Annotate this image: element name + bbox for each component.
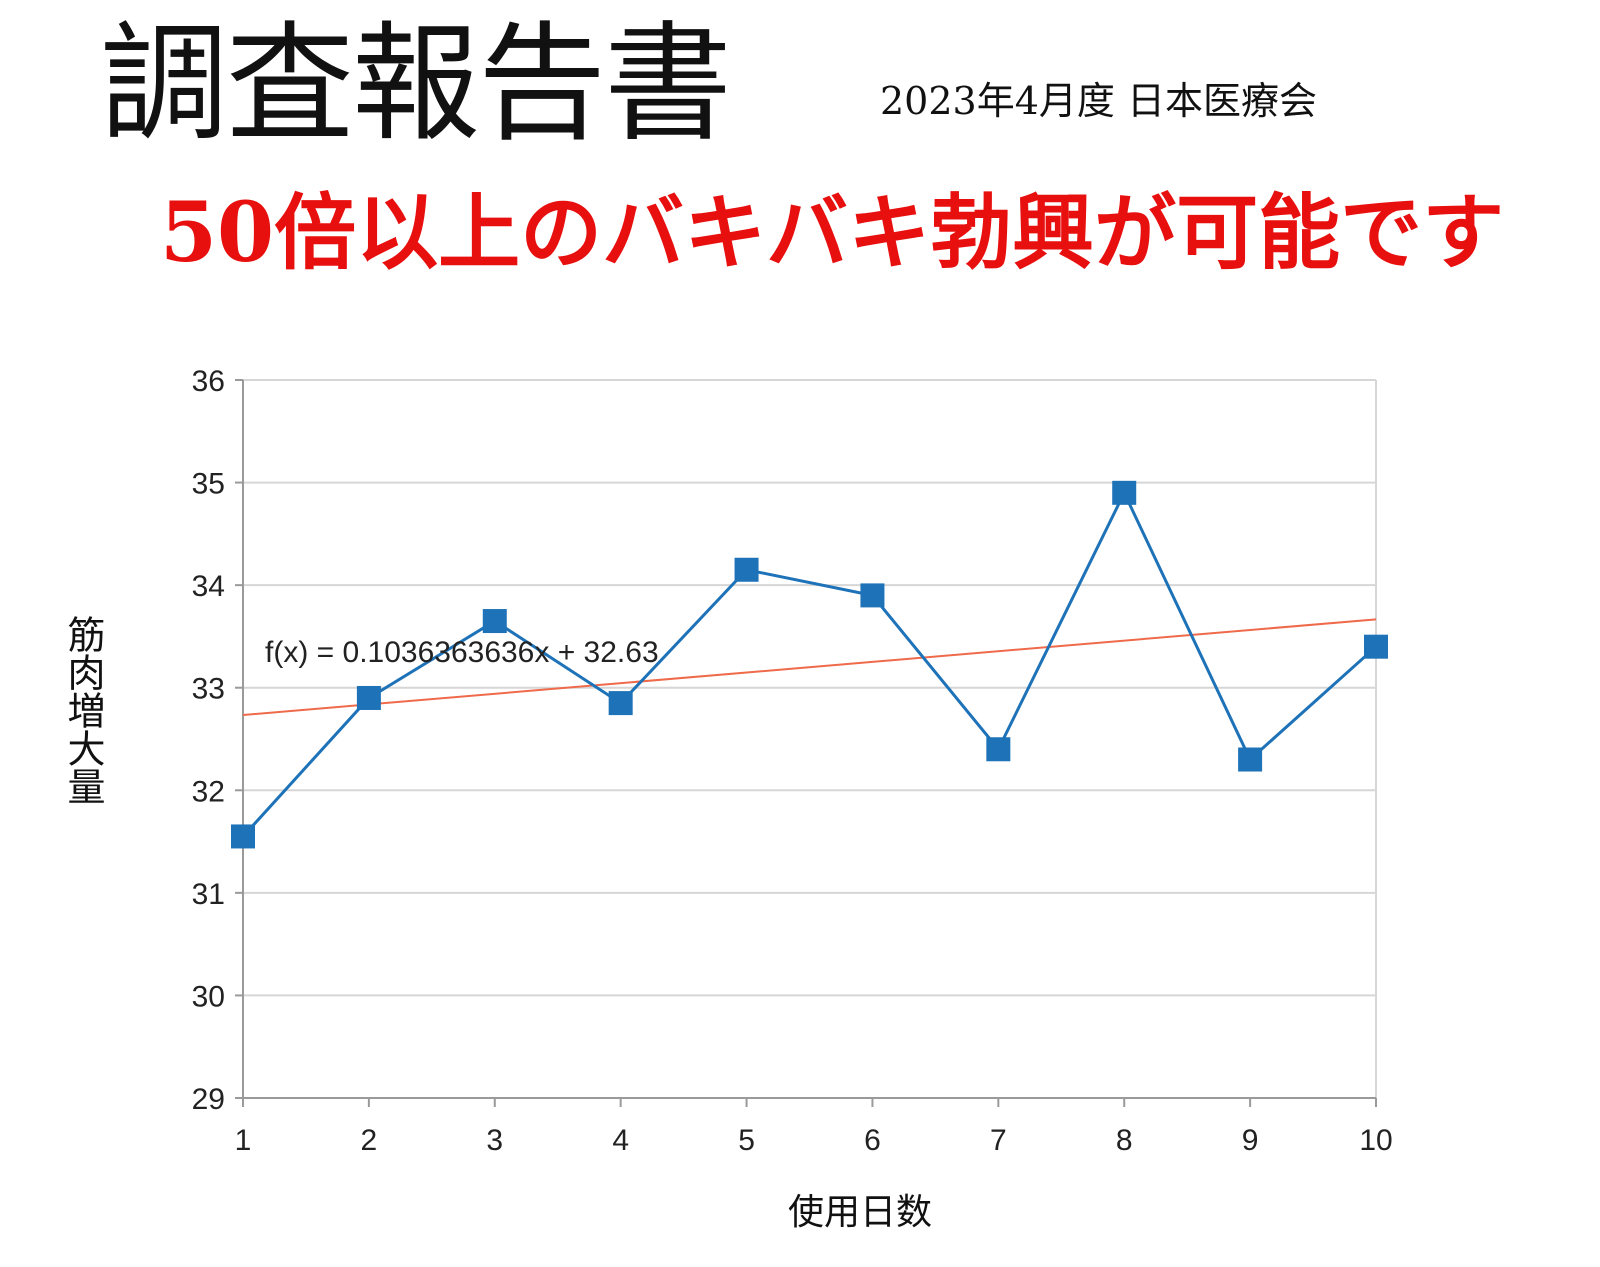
data-point [356, 685, 381, 710]
trendline-equation: f(x) = 0.1036363636x + 32.63 [265, 636, 659, 669]
chart-axes [235, 379, 1377, 1107]
trendline-group [242, 618, 1377, 717]
x-tick-label: 10 [1359, 1124, 1392, 1157]
annotation-group: f(x) = 0.1036363636x + 32.63 [265, 636, 659, 669]
y-tick-labels: 29 30 31 32 33 34 35 36 [192, 365, 225, 1116]
x-tick-label: 7 [990, 1124, 1007, 1157]
y-tick-label: 36 [192, 365, 225, 398]
y-tick-label: 30 [192, 980, 225, 1013]
y-tick-label: 31 [192, 878, 225, 911]
headline: 50倍以上のバキバキ勃興が可能です [160, 185, 1505, 281]
trendline [242, 618, 1377, 717]
series-group [231, 480, 1388, 849]
data-point [734, 557, 759, 582]
x-tick-label: 5 [738, 1124, 755, 1157]
x-tick-label: 4 [612, 1124, 629, 1157]
data-point [231, 824, 255, 849]
x-tick-label: 8 [1116, 1124, 1133, 1157]
y-tick-label: 35 [192, 468, 225, 501]
data-point [1112, 480, 1137, 505]
y-axis-label: 筋肉増大量 [61, 615, 105, 805]
data-point [608, 691, 633, 716]
y-tick-label: 32 [192, 775, 225, 808]
x-tick-label: 1 [235, 1124, 252, 1157]
x-tick-label: 3 [486, 1124, 503, 1157]
y-tick-label: 34 [192, 570, 225, 603]
report-title: 調査報告書 [100, 10, 732, 159]
x-tick-labels: 1 2 3 4 5 6 7 8 9 10 [235, 1124, 1393, 1157]
grid-lines [243, 379, 1377, 1099]
x-tick-label: 6 [864, 1124, 881, 1157]
data-point [860, 583, 885, 608]
data-point [482, 609, 507, 634]
x-tick-label: 9 [1242, 1124, 1259, 1157]
series-line [241, 489, 1378, 838]
y-tick-label: 29 [192, 1083, 225, 1116]
data-point [1238, 747, 1263, 772]
data-point [1364, 634, 1388, 659]
y-tick-label: 33 [192, 673, 225, 706]
x-tick-label: 2 [361, 1124, 378, 1157]
report-subtitle: 2023年4月度 日本医療会 [880, 79, 1317, 123]
data-point [986, 737, 1011, 762]
x-axis-label: 使用日数 [787, 1192, 932, 1233]
